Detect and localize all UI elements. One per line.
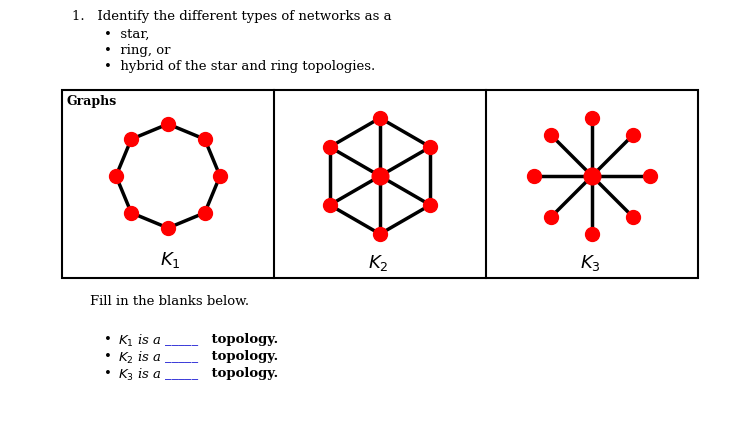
Text: _____: _____ bbox=[165, 350, 198, 363]
Text: •: • bbox=[104, 333, 112, 346]
Text: •  ring, or: • ring, or bbox=[104, 44, 171, 57]
Text: $K_1$ is a: $K_1$ is a bbox=[118, 333, 162, 349]
Text: •  star,: • star, bbox=[104, 28, 149, 41]
Text: •: • bbox=[104, 350, 112, 363]
Text: Fill in the blanks below.: Fill in the blanks below. bbox=[90, 295, 249, 308]
Text: 1.   Identify the different types of networks as a: 1. Identify the different types of netwo… bbox=[72, 10, 392, 23]
Text: $K_3$ is a: $K_3$ is a bbox=[118, 367, 162, 383]
Text: Graphs: Graphs bbox=[67, 95, 118, 108]
Text: topology.: topology. bbox=[207, 333, 279, 346]
Text: •  hybrid of the star and ring topologies.: • hybrid of the star and ring topologies… bbox=[104, 60, 376, 73]
Text: •: • bbox=[104, 367, 112, 380]
Text: $K_2$ is a: $K_2$ is a bbox=[118, 350, 162, 366]
Text: topology.: topology. bbox=[207, 367, 279, 380]
Text: _____: _____ bbox=[165, 333, 198, 346]
Text: $K_3$: $K_3$ bbox=[580, 253, 600, 273]
Text: $K_2$: $K_2$ bbox=[368, 253, 389, 273]
Text: $K_1$: $K_1$ bbox=[160, 250, 181, 270]
Text: _____: _____ bbox=[165, 367, 198, 380]
Text: topology.: topology. bbox=[207, 350, 279, 363]
